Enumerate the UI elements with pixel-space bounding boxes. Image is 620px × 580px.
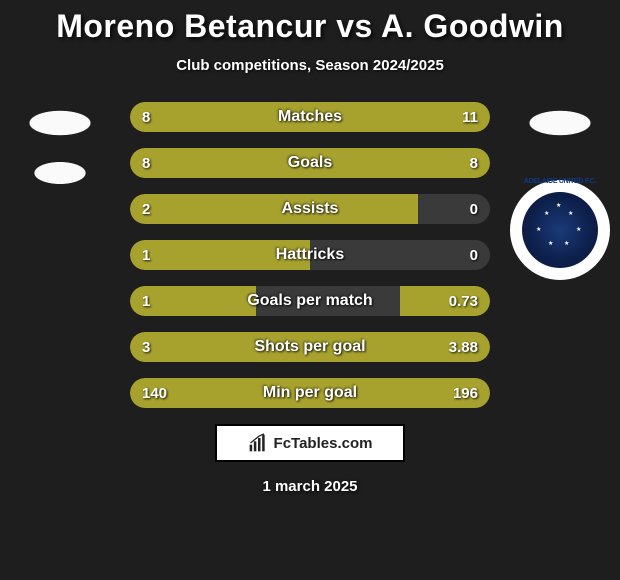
fctables-logo-icon [248,433,268,453]
footer-site: FcTables.com [274,435,373,452]
bar-left [130,102,281,132]
stat-value-left: 8 [142,102,150,132]
stat-value-left: 1 [142,286,150,316]
vs-text: vs [336,8,373,44]
stat-value-right: 196 [453,378,478,408]
badge-text: ADELAIDE UNITED F.C. [510,178,610,185]
stat-value-right: 0 [470,194,478,224]
stat-rows: 811Matches88Goals20Assists10Hattricks10.… [130,102,490,408]
bar-right [281,102,490,132]
bar-left [130,148,310,178]
badge-inner: ★ ★ ★ ★ ★ ★ ★ [522,192,598,268]
stat-value-right: 3.88 [449,332,478,362]
stat-row: 10Hattricks [130,240,490,270]
bar-left [130,332,310,362]
subtitle: Club competitions, Season 2024/2025 [0,57,620,74]
footer-attribution: FcTables.com [215,424,405,462]
stat-value-left: 8 [142,148,150,178]
bar-left [130,240,310,270]
stat-value-left: 3 [142,332,150,362]
bar-left [130,194,418,224]
bar-right [310,148,490,178]
stat-value-left: 2 [142,194,150,224]
stat-value-right: 0 [470,240,478,270]
club-badge: ADELAIDE UNITED F.C. ★ ★ ★ ★ ★ ★ ★ [510,180,610,280]
stat-row: 33.88Shots per goal [130,332,490,362]
stat-row: 811Matches [130,102,490,132]
stat-row: 20Assists [130,194,490,224]
stat-value-right: 0.73 [449,286,478,316]
stat-row: 140196Min per goal [130,378,490,408]
stat-row: 88Goals [130,148,490,178]
stats-area: ADELAIDE UNITED F.C. ★ ★ ★ ★ ★ ★ ★ 811Ma… [0,102,620,408]
footer-date: 1 march 2025 [0,478,620,495]
page-title: Moreno Betancur vs A. Goodwin [0,8,620,45]
player1-name: Moreno Betancur [56,8,327,44]
stat-value-right: 8 [470,148,478,178]
stat-value-right: 11 [462,102,478,132]
stat-row: 10.73Goals per match [130,286,490,316]
player2-name: A. Goodwin [381,8,564,44]
player1-avatar [10,98,110,198]
stat-value-left: 140 [142,378,167,408]
stat-value-left: 1 [142,240,150,270]
